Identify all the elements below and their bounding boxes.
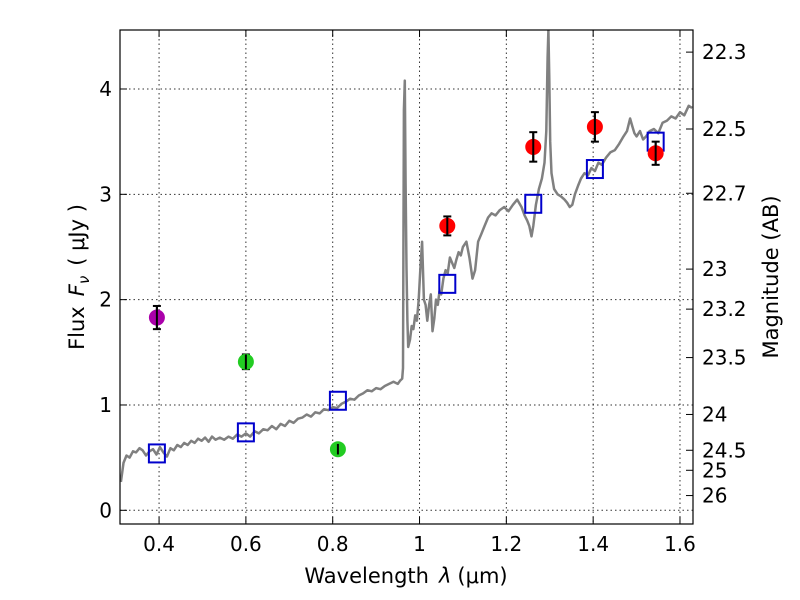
x-axis-title-symbol: λ [438, 564, 451, 588]
model-photometry-marker [328, 390, 347, 411]
y2-tick-label: 25 [702, 458, 727, 482]
y2-tick-label: 23.5 [702, 346, 747, 370]
plot-frame [119, 29, 694, 525]
data-series [120, 30, 693, 483]
y2-tick-label: 22.3 [702, 40, 747, 64]
x-axis-title-text: Wavelength [304, 564, 429, 588]
model-spectrum-line [120, 30, 693, 483]
y2-tick-label: 22.7 [702, 181, 747, 205]
y-tick-label: 3 [99, 182, 112, 206]
y2-tick-label: 23 [702, 257, 727, 281]
y-tick-label: 2 [99, 288, 112, 312]
x-axis-title: Wavelength λ (μm) [304, 564, 507, 588]
x-tick-label: 1.6 [664, 532, 696, 556]
y-axis-title-symbol: F [65, 283, 89, 296]
y-axis-title-text: Flux [65, 306, 89, 350]
y2-tick-label: 22.5 [702, 117, 747, 141]
x-tick-label: 1.4 [577, 532, 609, 556]
y2-tick-label: 24 [702, 402, 727, 426]
y-tick-label: 4 [99, 77, 112, 101]
y2-tick-label: 24.5 [702, 438, 747, 462]
ticks: 0.4 0.6 0.8 1 1.2 1.4 1.60123422.322.522.72323… [99, 30, 747, 556]
y-axis-title: Flux Fν ( μJy ) [65, 204, 93, 350]
x-tick-label: 0.8 [317, 532, 349, 556]
x-tick-label: 1.2 [490, 532, 522, 556]
y2-axis-title: Magnitude (AB) [759, 195, 783, 358]
y2-tick-label: 26 [702, 484, 727, 508]
y-axis-title-subscript: ν [75, 276, 93, 284]
model-photometry-marker [585, 159, 604, 180]
model-photometry-marker [438, 273, 457, 294]
model-photometry-marker [147, 443, 166, 464]
y-tick-label: 1 [99, 393, 112, 417]
x-tick-label: 0.6 [230, 532, 262, 556]
x-axis-title-unit: (μm) [457, 564, 507, 588]
y-tick-label: 0 [99, 498, 112, 522]
x-tick-label: 1 [413, 532, 426, 556]
model-photometry-marker [524, 193, 543, 214]
y-axis-title-unit: ( μJy ) [65, 204, 89, 266]
x-tick-label: 0.4 [143, 532, 175, 556]
model-photometry-marker [236, 422, 255, 443]
y2-tick-label: 23.2 [702, 297, 747, 321]
